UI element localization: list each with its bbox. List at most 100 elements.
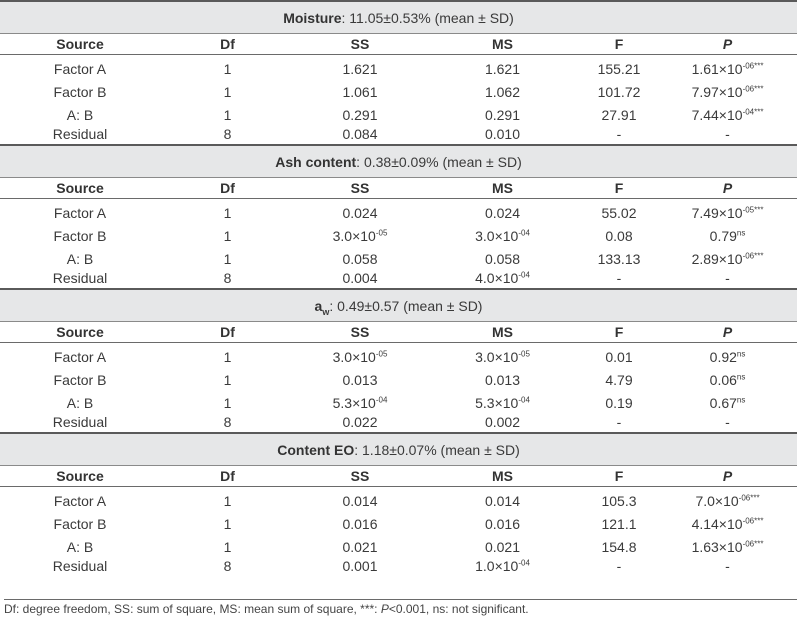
cell-p-superscript: -06*** [742,250,764,260]
cell-source-value: A: B [66,538,94,555]
cell-df: 1 [160,535,295,558]
section-title-bold: Content EO [277,441,355,458]
cell-f-value: 105.3 [601,492,637,509]
cell-f-value: 0.19 [605,394,633,411]
column-header-source: Source [0,177,160,199]
cell-source: Factor B [0,80,160,103]
cell-ms-value: 5.3×10 [475,394,519,411]
cell-ms-value: 0.014 [484,492,521,509]
cell-p: - [658,558,797,576]
table-row: Factor B 1 0.013 0.013 4.79 0.06ns [0,368,797,391]
table-footnote: Df: degree freedom, SS: sum of square, M… [4,599,797,616]
cell-p-value: - [725,270,730,286]
cell-f: 0.01 [580,343,658,369]
cell-ss: 1.061 [295,80,425,103]
cell-f: 27.91 [580,103,658,126]
cell-df: 1 [160,55,295,81]
table-row: Residual 8 0.022 0.002 - - [0,414,797,433]
section-title-rest: : 0.49±0.57 (mean ± SD) [329,297,483,314]
column-header-f: F [580,33,658,55]
cell-p-value: 2.89×10 [691,250,743,267]
cell-p-value: 7.49×10 [691,204,743,221]
cell-ms: 0.291 [425,103,580,126]
column-header-ss: SS [295,321,425,343]
cell-df-value: 8 [223,126,232,142]
section-title: Moisture: 11.05±0.53% (mean ± SD) [0,0,798,34]
cell-ss: 0.021 [295,535,425,558]
cell-p-value: 7.97×10 [691,83,743,100]
cell-f: 101.72 [580,80,658,103]
cell-ss-superscript: -05 [375,348,388,358]
table-row: Residual 8 0.004 4.0×10-04 - - [0,270,797,289]
cell-ms: 0.002 [425,414,580,433]
cell-ss: 0.004 [295,270,425,289]
cell-ms-value: 0.021 [484,538,521,555]
cell-f-value: 121.1 [601,515,637,532]
cell-p-superscript: -05*** [742,204,764,214]
cell-df: 1 [160,391,295,414]
cell-ms: 4.0×10-04 [425,270,580,289]
cell-source: A: B [0,391,160,414]
cell-source-value: Factor A [53,492,107,509]
cell-ss-superscript: -05 [375,227,388,237]
cell-ms-value: 3.0×10 [475,348,519,365]
cell-df-value: 8 [223,414,232,430]
cell-df: 1 [160,247,295,270]
cell-source-value: Residual [52,414,108,430]
section-title: aw: 0.49±0.57 (mean ± SD) [0,288,798,322]
cell-ss: 5.3×10-04 [295,391,425,414]
cell-ss: 0.084 [295,126,425,145]
cell-ss-value: 1.061 [342,83,378,100]
anova-table: Moisture: 11.05±0.53% (mean ± SD) Source D… [0,0,798,576]
cell-p-value: 0.92 [709,348,737,365]
cell-ms: 3.0×10-05 [425,343,580,369]
column-header-df: Df [160,33,295,55]
cell-f: 154.8 [580,535,658,558]
cell-source: A: B [0,103,160,126]
cell-df-value: 1 [223,348,232,365]
cell-p-value: 7.44×10 [691,106,743,123]
cell-ss: 3.0×10-05 [295,343,425,369]
cell-source: Residual [0,414,160,433]
cell-f-value: 133.13 [597,250,641,267]
cell-p-value: 1.61×10 [691,60,743,77]
cell-ss-value: 0.013 [342,371,378,388]
cell-ms: 5.3×10-04 [425,391,580,414]
footnote-part2: <0.001, ns: not significant. [388,602,529,616]
column-header-ss: SS [295,465,425,487]
cell-ms-value: 0.010 [484,126,521,142]
cell-ss-superscript: -04 [375,394,388,404]
column-header-ss: SS [295,33,425,55]
cell-f-value: - [616,270,622,286]
cell-p-value: - [725,558,730,574]
cell-p: 7.49×10-05*** [658,199,797,225]
cell-ms-superscript: -05 [518,348,530,358]
cell-f: 55.02 [580,199,658,225]
cell-f-value: 155.21 [597,60,641,77]
cell-f-value: 0.08 [605,227,633,244]
cell-source: A: B [0,535,160,558]
column-header-p: P [658,321,798,343]
cell-p: 7.44×10-04*** [658,103,797,126]
cell-f: - [580,414,658,433]
column-header-f: F [580,177,658,199]
cell-df: 1 [160,343,295,369]
cell-source-value: Factor B [53,83,107,100]
cell-ss: 0.022 [295,414,425,433]
column-header-ss: SS [295,177,425,199]
column-header-ms: MS [425,177,580,199]
cell-ms: 3.0×10-04 [425,224,580,247]
cell-df-value: 1 [223,492,232,509]
cell-f-value: - [616,558,622,574]
cell-ss-value: 3.0×10 [332,348,376,365]
cell-ms-superscript: -04 [518,394,530,404]
cell-f-value: 55.02 [601,204,637,221]
cell-df: 8 [160,414,295,433]
cell-p: 0.67ns [658,391,797,414]
cell-f: 0.19 [580,391,658,414]
table-row: Factor B 1 1.061 1.062 101.72 7.97×10-06*** [0,80,797,103]
cell-p: - [658,414,797,433]
column-header-p: P [658,177,798,199]
cell-ms: 0.013 [425,368,580,391]
cell-source: A: B [0,247,160,270]
